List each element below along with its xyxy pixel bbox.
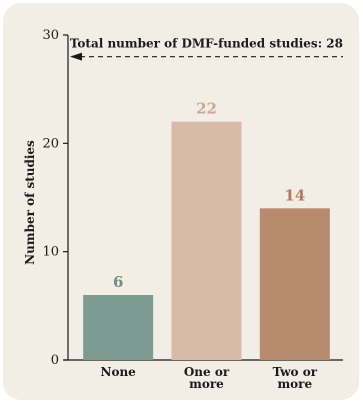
x-tick-label: more (189, 377, 224, 391)
y-tick-label: 20 (42, 136, 59, 151)
x-tick-label: None (100, 365, 136, 379)
reference-annotation: Total number of DMF-funded studies: 28 (70, 37, 343, 51)
y-tick-label: 30 (42, 28, 59, 43)
x-tick-label: One or (184, 365, 230, 379)
y-tick-label: 0 (51, 353, 59, 368)
y-axis-label: Number of studies (23, 140, 37, 265)
data-label: 14 (284, 186, 305, 204)
bar (259, 208, 330, 360)
data-label: 6 (113, 273, 123, 291)
y-tick-label: 10 (42, 245, 59, 260)
data-label: 22 (196, 100, 217, 118)
x-tick-label: more (277, 377, 312, 391)
x-tick-label: Two or (273, 365, 318, 379)
bar (171, 121, 242, 361)
arrow-left-icon (70, 52, 82, 61)
bar (83, 295, 154, 360)
